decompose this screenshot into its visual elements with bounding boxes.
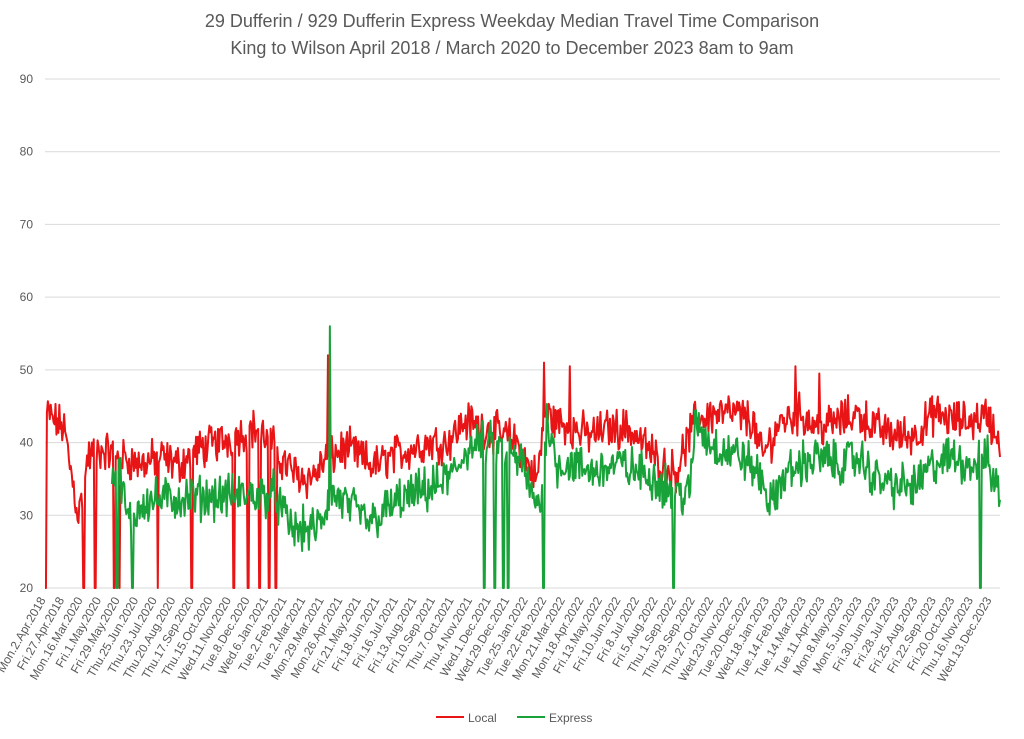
chart-title-line1: 29 Dufferin / 929 Dufferin Express Weekd…	[204, 11, 820, 31]
chart-title: 29 Dufferin / 929 Dufferin Express Weekd…	[0, 8, 1024, 62]
y-tick-label: 30	[20, 508, 34, 522]
legend-label-express: Express	[549, 711, 592, 725]
y-tick-label: 20	[20, 581, 34, 595]
y-tick-label: 90	[20, 72, 34, 86]
y-tick-label: 50	[20, 363, 34, 377]
chart-subtitle: King to Wilson April 2018 / March 2020 t…	[230, 38, 794, 58]
y-tick-label: 70	[20, 217, 34, 231]
series-line-express	[110, 325, 1001, 589]
y-tick-label: 40	[20, 436, 34, 450]
y-tick-label: 80	[20, 145, 34, 159]
y-tick-label: 60	[20, 290, 34, 304]
legend-label-local: Local	[468, 711, 497, 725]
